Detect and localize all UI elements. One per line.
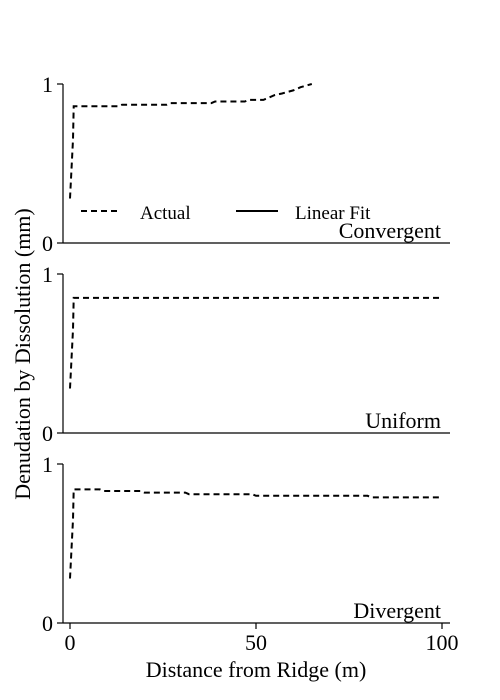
panel-divergent: 1 0 Divergent 0 50 100 xyxy=(42,452,459,655)
x-tick-label-50: 50 xyxy=(245,630,267,655)
panel-divergent-actual-line xyxy=(69,488,442,579)
panel-uniform-ytick-label-1: 1 xyxy=(42,262,53,287)
panel-uniform: 1 0 Uniform xyxy=(42,262,450,446)
panel-uniform-label: Uniform xyxy=(365,408,441,433)
y-axis-label: Denudation by Dissolution (mm) xyxy=(10,208,35,499)
panel-divergent-ytick-label-1: 1 xyxy=(42,452,53,477)
x-axis-label: Distance from Ridge (m) xyxy=(146,657,367,682)
panel-uniform-ytick-label-0: 0 xyxy=(42,421,53,446)
panel-uniform-actual-line xyxy=(69,296,442,389)
legend-actual-label: Actual xyxy=(140,203,191,224)
panel-convergent-ytick-label-1: 1 xyxy=(42,72,53,97)
x-tick-label-0: 0 xyxy=(65,630,76,655)
legend: Actual Linear Fit xyxy=(81,203,371,224)
panel-convergent-ytick-label-0: 0 xyxy=(42,231,53,256)
legend-fit-label: Linear Fit xyxy=(295,203,371,224)
x-tick-label-100: 100 xyxy=(426,630,459,655)
panel-divergent-ytick-label-0: 0 xyxy=(42,611,53,636)
panel-divergent-label: Divergent xyxy=(353,598,441,623)
panel-convergent-label: Convergent xyxy=(339,218,441,243)
panel-convergent-actual-line xyxy=(69,83,313,199)
panel-convergent: 1 0 Convergent Actual Linear Fit xyxy=(42,72,450,256)
